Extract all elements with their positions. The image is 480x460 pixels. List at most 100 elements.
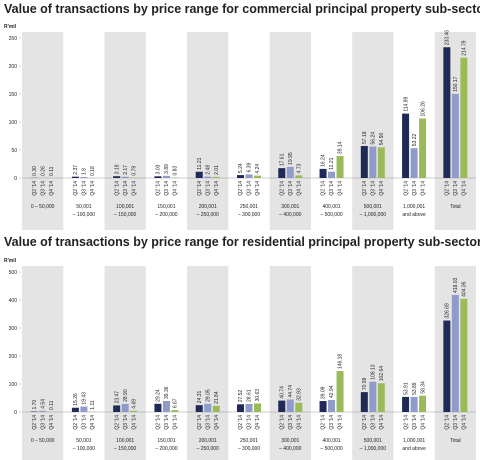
series-label: Q3 '14 [412,181,418,196]
value-label: 56.24 [371,132,377,145]
series-label: Q2 '14 [32,415,38,430]
bar [278,168,286,178]
bar [451,93,459,178]
series-label: Q4 '14 [420,181,426,196]
bar [286,166,294,178]
series-label: Q3 '14 [247,415,253,430]
x-tick-label: – 1,000,000 [360,446,387,452]
value-label: 11.21 [197,157,203,169]
value-label: 418.03 [453,277,459,293]
series-label: Q3 '14 [164,415,170,430]
value-label: 102.64 [379,366,385,382]
category-band [352,266,394,460]
x-tick-label: 500,001 [364,438,382,444]
bar [154,403,162,412]
series-label: Q3 '14 [329,415,335,430]
x-tick-label: 400,001 [323,204,341,210]
series-label: Q4 '14 [296,415,302,430]
value-label: 39.14 [338,141,344,154]
x-tick-label: 150,001 [157,204,175,210]
value-label: 150.17 [453,76,459,92]
bar [336,371,344,412]
x-tick-label: 1,000,001 [403,438,425,444]
bar [254,175,261,178]
bar [71,176,79,178]
value-label: 114.99 [403,96,409,111]
series-label: Q4 '14 [255,415,261,430]
value-label: 0.30 [32,166,38,176]
x-tick-label: 0 – 50,000 [31,438,55,444]
series-label: Q3 '14 [82,415,88,430]
bar [254,403,261,412]
bar [419,118,427,178]
series-label: Q2 '14 [321,181,327,196]
series-label: Q2 '14 [156,181,162,196]
value-label: 53.89 [412,382,418,395]
series-label: Q2 '14 [321,415,327,430]
value-label: 5.24 [238,163,244,173]
x-tick-label: 500,001 [364,204,382,210]
y-tick-label: 100 [9,382,18,388]
series-label: Q4 '14 [338,415,344,430]
y-tick-label: 0 [14,176,17,182]
series-label: Q4 '14 [296,181,302,196]
series-label: Q3 '14 [453,181,459,196]
series-label: Q2 '14 [445,181,451,196]
value-label: 29.24 [156,389,162,402]
value-label: 28.90 [123,389,129,402]
series-label: Q3 '14 [40,181,46,196]
bar [113,405,121,412]
bar [443,320,451,412]
x-tick-label: – 150,000 [114,446,136,452]
chart-title: Value of transactions by price range for… [4,2,480,16]
y-axis-label: R'mil [4,24,17,30]
series-label: Q3 '14 [82,181,88,196]
category-band [269,32,311,230]
value-label: 57.18 [362,131,368,144]
value-label: 1.70 [32,400,38,410]
value-label: 146.18 [338,354,344,370]
x-tick-label: – 200,000 [155,446,177,452]
series-label: Q2 '14 [197,415,203,430]
bar [80,406,88,412]
value-label: 2.01 [214,165,220,175]
bar [245,174,253,178]
x-tick-label: – 300,000 [238,446,260,452]
series-label: Q4 '14 [131,415,137,430]
bar [71,407,79,412]
value-label: 15.26 [73,393,79,406]
x-tick-label: and above [402,212,426,218]
bar [319,168,327,178]
x-tick-label: 50,001 [76,438,92,444]
bar [286,399,294,412]
x-tick-label: – 400,000 [279,212,301,218]
category-band [187,266,229,460]
category-band [269,266,311,460]
chart-title: Value of transactions by price range for… [4,235,480,249]
value-label: 11.21 [329,157,335,169]
value-label: 404.05 [462,281,468,297]
bar [121,176,129,178]
series-label: Q4 '14 [338,181,344,196]
y-tick-label: 300 [9,326,18,332]
series-label: Q4 '14 [379,415,385,430]
series-label: Q3 '14 [371,181,377,196]
value-label: 4.54 [40,399,46,409]
series-label: Q2 '14 [279,181,285,196]
bar [162,175,170,178]
y-axis-label: R'mil [4,258,17,264]
bar [360,145,368,178]
bar [295,402,303,412]
bar [336,156,344,178]
series-label: Q3 '14 [288,415,294,430]
value-label: 53.22 [412,133,418,146]
bar [402,396,410,412]
value-label: 27.52 [238,390,244,403]
x-tick-label: 200,001 [199,204,217,210]
value-label: 233.46 [445,30,451,46]
series-label: Q3 '14 [123,415,129,430]
value-label: 53.91 [403,382,409,395]
x-tick-label: 100,001 [116,204,134,210]
bar [328,399,336,412]
